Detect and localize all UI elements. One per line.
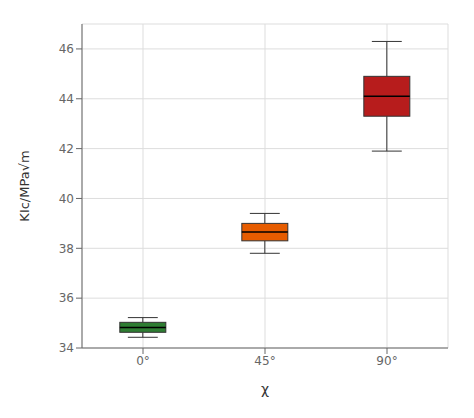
- svg-text:44: 44: [59, 92, 74, 106]
- svg-text:42: 42: [59, 142, 74, 156]
- svg-text:38: 38: [59, 242, 74, 256]
- svg-text:36: 36: [59, 291, 74, 305]
- svg-text:KIc/MPa√m: KIc/MPa√m: [17, 150, 32, 221]
- svg-text:90°: 90°: [376, 354, 397, 368]
- svg-text:0°: 0°: [136, 354, 150, 368]
- svg-text:46: 46: [59, 42, 74, 56]
- svg-text:40: 40: [59, 192, 74, 206]
- svg-text:45°: 45°: [254, 354, 275, 368]
- svg-text:34: 34: [59, 341, 74, 355]
- svg-text:χ: χ: [261, 381, 269, 397]
